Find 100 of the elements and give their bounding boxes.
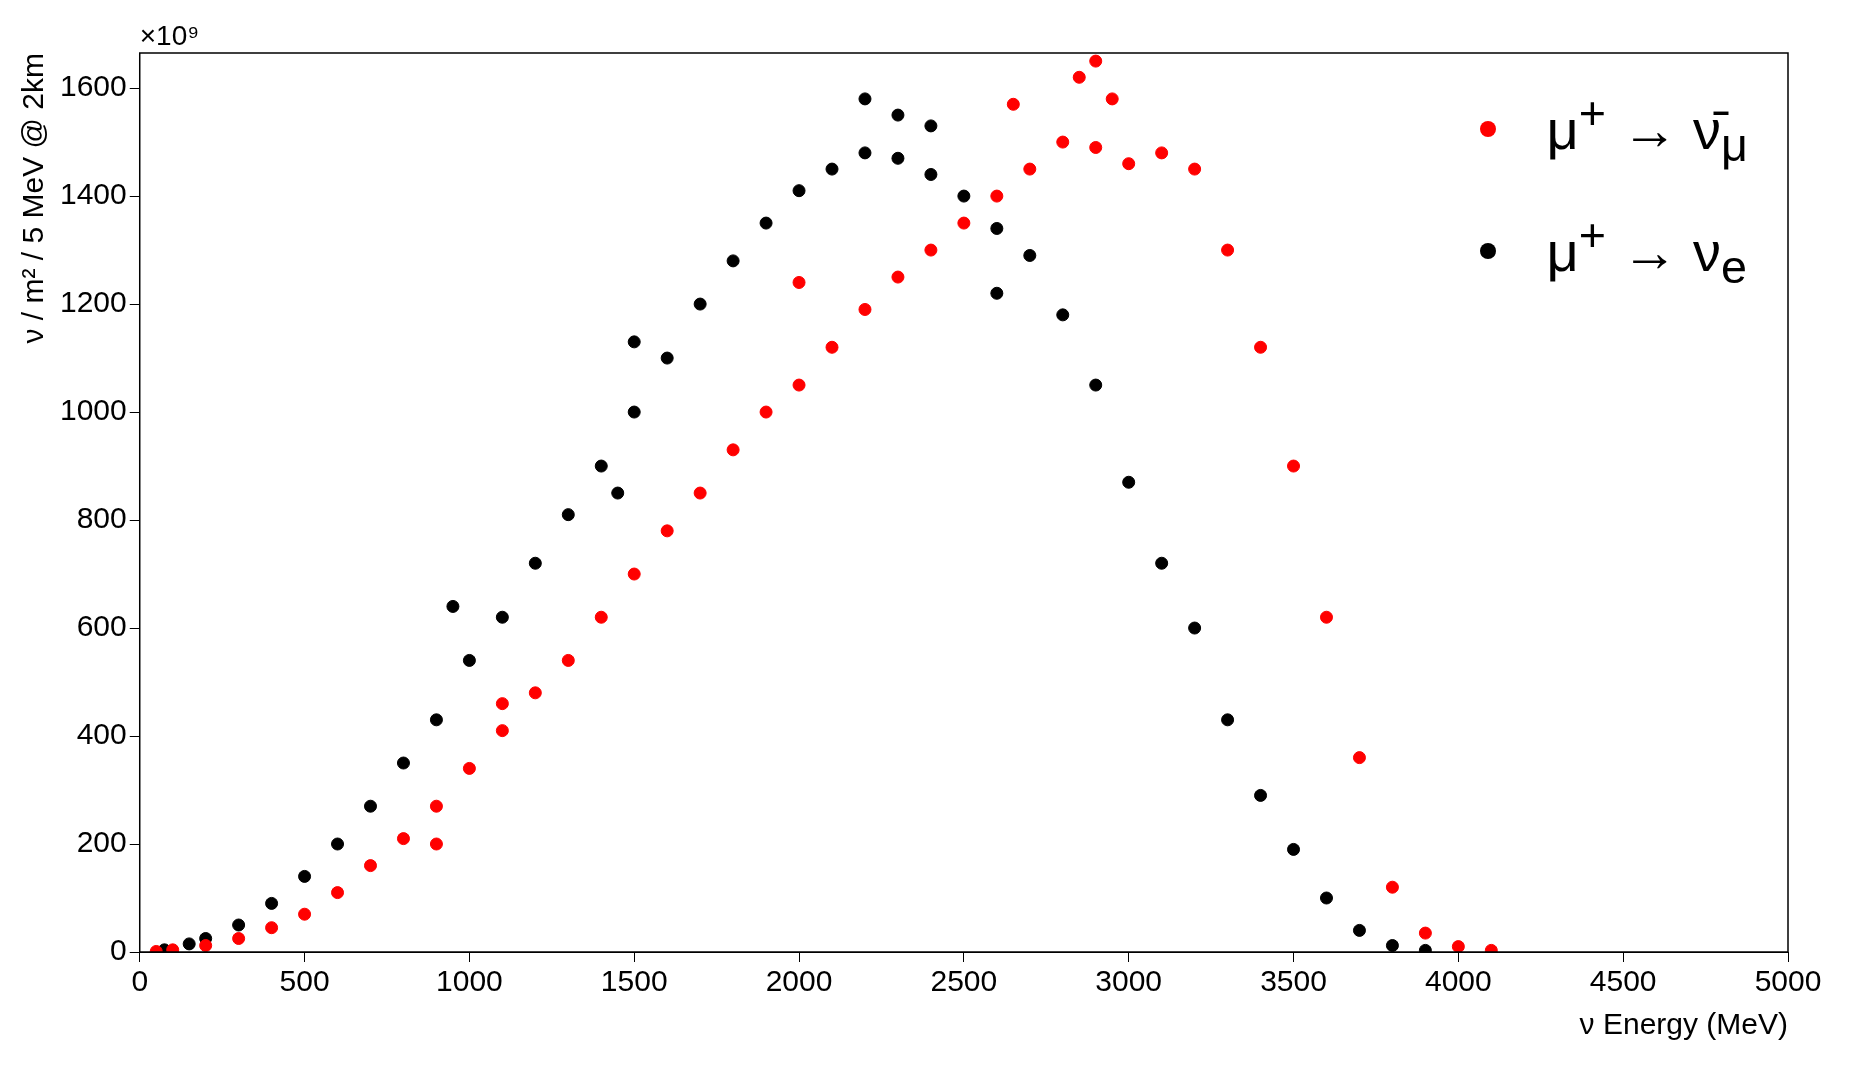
point [924,119,938,133]
point [1122,157,1136,171]
point [1155,556,1169,570]
point [528,556,542,570]
point [462,761,476,775]
point [446,599,460,613]
point [1221,713,1235,727]
point [1056,135,1070,149]
point [182,937,196,951]
y-tick-label: 800 [76,501,127,535]
point [495,697,509,711]
point [331,886,345,900]
point [891,270,905,284]
point [957,189,971,203]
point [1418,926,1432,940]
point [825,162,839,176]
y-tick-label: 1200 [59,285,127,319]
point [1023,162,1037,176]
y-axis-title: ν / m² / 5 MeV @ 2km [16,53,50,344]
point [429,713,443,727]
x-tick-label: 1500 [600,964,668,998]
point [1319,610,1333,624]
point [693,486,707,500]
point [990,221,1004,235]
point [396,756,410,770]
point [1352,751,1366,765]
point [792,378,806,392]
x-tick-label: 500 [279,964,330,998]
point [759,405,773,419]
point [1188,621,1202,635]
point [495,724,509,738]
point [726,443,740,457]
point [1089,378,1103,392]
x-axis-title: ν Energy (MeV) [1579,1007,1788,1041]
point [298,869,312,883]
point [990,189,1004,203]
y-tick-label: 200 [76,825,127,859]
point [924,243,938,257]
x-tick-label: 2500 [930,964,998,998]
point [1006,97,1020,111]
point [924,167,938,181]
point [594,610,608,624]
point [759,216,773,230]
point [660,351,674,365]
point [462,653,476,667]
point [561,653,575,667]
point [1254,340,1268,354]
x-tick-label: 3500 [1260,964,1327,998]
point [298,907,312,921]
point [660,524,674,538]
point [858,92,872,106]
point [364,859,377,873]
point [825,340,839,354]
x-tick-label: 5000 [1754,964,1822,998]
legend-label: μ$^{+}$ → ν̄$_{μ}$ [1546,86,1748,173]
y-tick-label: 400 [76,717,127,751]
point [627,567,641,581]
y-tick-label: 1400 [59,177,127,211]
x-tick-label: 4000 [1424,964,1492,998]
point [858,146,872,160]
point [528,686,542,700]
point [232,932,246,945]
point [1089,140,1103,154]
point [891,108,905,122]
text: ×10⁹ [139,19,200,51]
point [265,896,279,910]
point [1287,459,1301,473]
point [1319,891,1333,905]
x-tick-label: 0 [131,964,149,998]
x-tick-label: 4500 [1589,964,1657,998]
point [495,610,509,624]
point [726,254,740,268]
point [1089,54,1103,68]
point [627,335,641,349]
point [858,302,872,316]
point [792,184,806,198]
point [396,832,410,846]
point [792,275,806,289]
point [1352,923,1366,937]
point [594,459,608,473]
legend-label: μ$^{+}$ → ν$_{e}$ [1546,207,1748,295]
point [990,286,1004,300]
point [429,799,443,813]
y-tick-label: 600 [76,609,127,643]
point [232,918,246,932]
point [1072,70,1086,84]
point [1105,92,1119,106]
point [1221,243,1235,257]
point [1287,842,1301,856]
point [1023,248,1037,262]
x-tick-label: 1000 [436,964,503,998]
point [1155,146,1169,160]
y-tick-label: 1600 [59,69,127,103]
x-tick-label: 3000 [1095,964,1163,998]
y-tick-label: 0 [110,933,127,967]
point [265,921,279,935]
point [693,297,707,311]
point [957,216,971,230]
x-tick-label: 2000 [765,964,833,998]
point [199,939,213,952]
